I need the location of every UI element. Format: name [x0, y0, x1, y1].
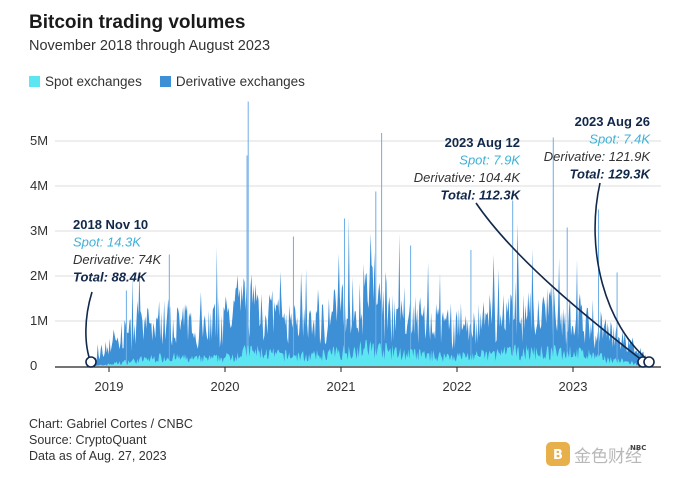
chart-subtitle: November 2018 through August 2023 [29, 38, 271, 54]
legend: Spot exchanges Derivative exchanges [29, 74, 305, 89]
x-tick-2022: 2022 [443, 379, 472, 394]
x-tick-2019: 2019 [95, 379, 124, 394]
annotation-a2023aug12-date: 2023 Aug 12 [445, 135, 520, 150]
annotation-a2018-total: Total: 88.4K [73, 270, 148, 285]
watermark-logo: B 金色财经 NBC [546, 442, 646, 467]
x-tick-2020: 2020 [211, 379, 240, 394]
annotation-a2023aug26-total: Total: 129.3K [570, 167, 652, 182]
annotation-a2018-date: 2018 Nov 10 [73, 217, 148, 232]
footer-source: Source: CryptoQuant [29, 433, 147, 447]
y-tick-5M: 5M [30, 133, 48, 148]
footer-credit: Chart: Gabriel Cortes / CNBC [29, 417, 193, 431]
watermark-logo-text: 金色财经 [574, 447, 642, 467]
annotation-leader-a2023aug26 [594, 182, 650, 362]
annotation-a2023aug12-spot: Spot: 7.9K [459, 153, 521, 168]
annotation-a2023aug26-spot: Spot: 7.4K [589, 132, 651, 147]
legend-swatch-derivative [159, 76, 171, 87]
series-area-spot [92, 339, 649, 367]
legend-label-spot: Spot exchanges [45, 74, 142, 89]
legend-item-derivative: Derivative exchanges [159, 74, 305, 89]
legend-item-spot: Spot exchanges [29, 74, 142, 89]
x-tick-2023: 2023 [559, 379, 588, 394]
watermark-logo-icon [546, 442, 570, 466]
annotation-a2023aug12-derivative: Derivative: 104.4K [414, 170, 522, 185]
annotation-a2018-derivative: Derivative: 74K [73, 252, 162, 267]
annotation-leader-a2018 [85, 291, 93, 364]
y-tick-4M: 4M [30, 178, 48, 193]
x-tick-2021: 2021 [327, 379, 356, 394]
annotation-a2023aug26-date: 2023 Aug 26 [575, 114, 650, 129]
svg-text:B: B [553, 448, 563, 463]
annotation-a2023aug12-total: Total: 112.3K [441, 188, 522, 203]
annotation-marker-a2023aug26 [643, 356, 655, 368]
y-tick-3M: 3M [30, 223, 48, 238]
y-tick-1M: 1M [30, 313, 48, 328]
annotation-leader-a2023aug12 [475, 202, 644, 362]
y-tick-0: 0 [30, 358, 37, 373]
series-area-derivative [92, 217, 649, 366]
y-tick-2M: 2M [30, 268, 48, 283]
legend-swatch-spot [29, 76, 40, 87]
chart-title: Bitcoin trading volumes [29, 12, 246, 33]
footer-asof: Data as of Aug. 27, 2023 [29, 449, 167, 463]
annotation-marker-a2018 [85, 356, 97, 368]
watermark-nbc-mark: NBC [630, 444, 646, 452]
legend-label-derivative: Derivative exchanges [175, 74, 305, 89]
annotation-a2018-spot: Spot: 14.3K [73, 235, 142, 250]
annotation-a2023aug26-derivative: Derivative: 121.9K [544, 149, 652, 164]
